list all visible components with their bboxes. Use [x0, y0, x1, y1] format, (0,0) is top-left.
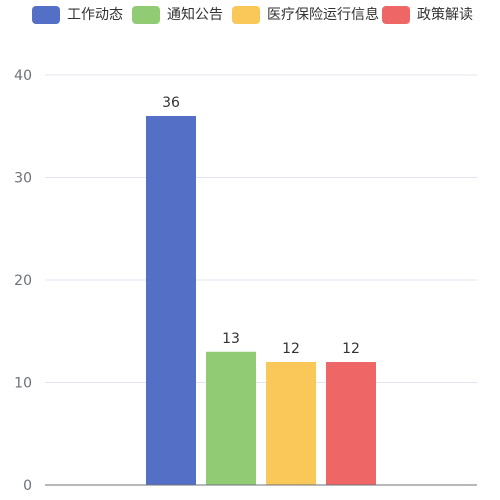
bar-series-3[interactable]: [266, 362, 316, 485]
y-tick-label-0: 0: [23, 478, 32, 494]
legend-swatch-series-3: [232, 6, 260, 24]
legend-item-series-1[interactable]: 工作动态: [32, 6, 142, 24]
legend-label-series-4: 政策解读: [417, 7, 473, 23]
y-tick-label-20: 20: [14, 273, 32, 289]
legend-swatch-series-2: [132, 6, 160, 24]
bar-value-label-series-1: 36: [162, 95, 180, 111]
y-tick-label-10: 10: [14, 376, 32, 392]
legend-label-series-2: 通知公告: [167, 7, 223, 23]
y-axis-labels: 0 10 20 30 40: [14, 68, 32, 494]
legend-swatch-series-4: [382, 6, 410, 24]
bar-value-label-series-4: 12: [342, 341, 360, 357]
legend-swatch-series-1: [32, 6, 60, 24]
bars: [146, 116, 376, 485]
grid-lines: [45, 74, 477, 383]
legend-item-series-4[interactable]: 政策解读: [382, 6, 492, 24]
legend-item-series-2[interactable]: 通知公告: [132, 6, 242, 24]
bar-series-4[interactable]: [326, 362, 376, 485]
bar-value-label-series-3: 12: [282, 341, 300, 357]
bar-series-2[interactable]: [206, 351, 256, 485]
legend-label-series-3: 医疗保险运行信息: [267, 7, 379, 23]
y-tick-label-40: 40: [14, 68, 32, 84]
bar-series-1[interactable]: [146, 116, 196, 485]
bar-value-labels: 36 13 12 12: [162, 95, 360, 357]
chart-legend: 工作动态 通知公告 医疗保险运行信息 政策解读: [0, 0, 500, 34]
y-tick-label-30: 30: [14, 171, 32, 187]
legend-item-series-3[interactable]: 医疗保险运行信息: [232, 6, 382, 24]
bar-value-label-series-2: 13: [222, 331, 240, 347]
legend-label-series-1: 工作动态: [67, 7, 123, 23]
